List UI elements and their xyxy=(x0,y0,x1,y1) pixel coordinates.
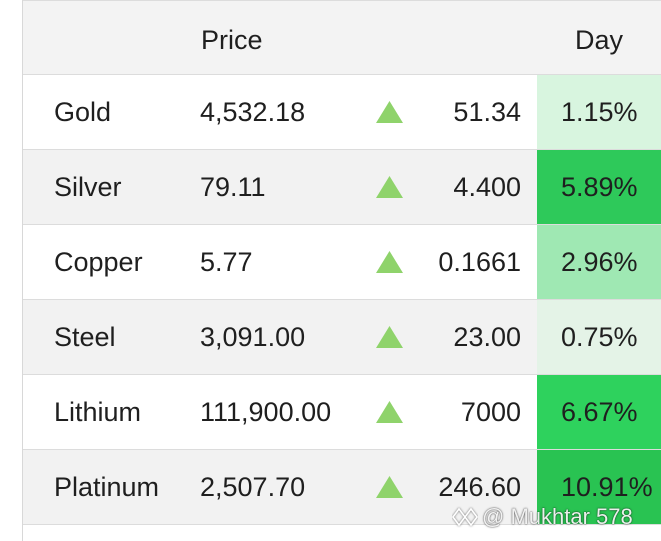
price-change: 4.400 xyxy=(453,172,521,202)
price-change: 246.60 xyxy=(438,472,521,502)
day-percent-change: 5.89% xyxy=(537,150,661,224)
triangle-up-icon xyxy=(376,225,403,299)
table-row[interactable]: Lithium 111,900.00 7000 6.67% xyxy=(23,375,661,450)
commodity-name: Gold xyxy=(54,97,112,127)
commodity-price: 2,507.70 xyxy=(200,472,306,502)
triangle-up-icon xyxy=(376,75,403,149)
table-row[interactable]: Platinum 2,507.70 246.60 10.91% xyxy=(23,450,661,525)
commodity-name: Steel xyxy=(54,322,116,352)
commodity-price: 5.77 xyxy=(200,247,253,277)
table-row-partial xyxy=(23,525,661,541)
day-percent-change: 0.75% xyxy=(537,300,661,374)
day-percent-change: 2.96% xyxy=(537,225,661,299)
diamond-logo-icon xyxy=(452,507,478,527)
table-header: Price Day xyxy=(23,0,661,75)
commodity-price: 4,532.18 xyxy=(200,97,306,127)
table-row[interactable]: Steel 3,091.00 23.00 0.75% xyxy=(23,300,661,375)
table-row[interactable]: Gold 4,532.18 51.34 1.15% xyxy=(23,75,661,150)
commodity-name: Lithium xyxy=(54,397,142,427)
commodity-name: Platinum xyxy=(54,472,160,502)
column-header-price[interactable]: Price xyxy=(201,25,263,55)
column-header-day[interactable]: Day xyxy=(575,25,624,55)
price-change: 0.1661 xyxy=(438,247,521,277)
table-row[interactable]: Copper 5.77 0.1661 2.96% xyxy=(23,225,661,300)
commodity-price: 79.11 xyxy=(200,172,266,202)
day-percent-change: 10.91% xyxy=(537,450,661,524)
table-row[interactable]: Silver 79.11 4.400 5.89% xyxy=(23,150,661,225)
triangle-up-icon xyxy=(376,375,403,449)
commodities-table: Price Day Gold 4,532.18 51.34 1.15% Silv… xyxy=(22,0,661,541)
triangle-up-icon xyxy=(376,300,403,374)
triangle-up-icon xyxy=(376,450,403,524)
triangle-up-icon xyxy=(376,150,403,224)
watermark-text: @ Mukhtar 578 xyxy=(482,504,633,529)
commodity-price: 111,900.00 xyxy=(200,397,332,427)
day-percent-change: 1.15% xyxy=(537,75,661,149)
price-change: 51.34 xyxy=(453,97,521,127)
price-change: 23.00 xyxy=(453,322,521,352)
price-change: 7000 xyxy=(460,397,521,427)
commodity-price: 3,091.00 xyxy=(200,322,306,352)
commodity-name: Copper xyxy=(54,247,143,277)
commodity-name: Silver xyxy=(54,172,122,202)
day-percent-change: 6.67% xyxy=(537,375,661,449)
watermark: @ Mukhtar 578 xyxy=(452,502,633,532)
